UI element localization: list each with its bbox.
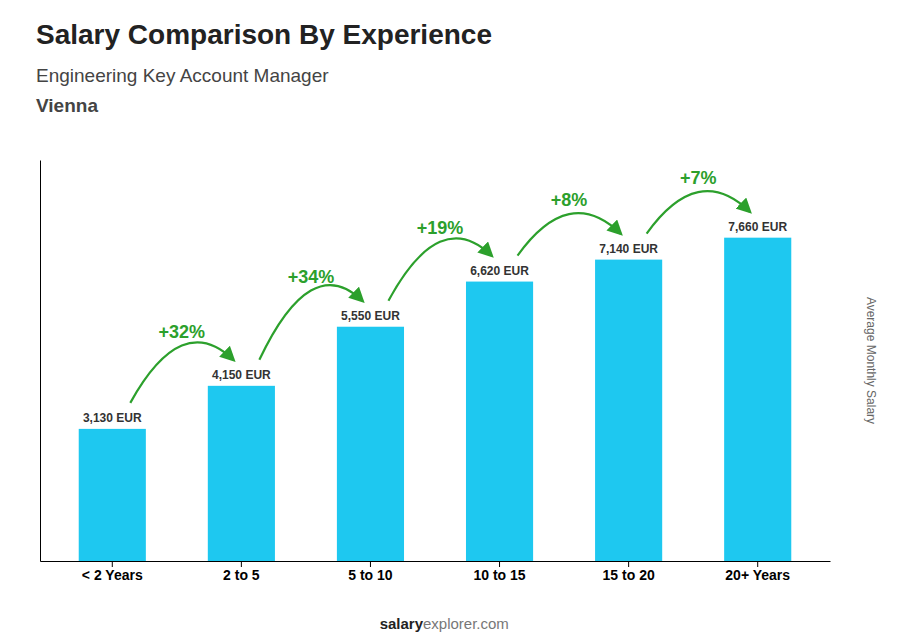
tick-label: 5 to 10 [348,567,393,583]
arrow [259,285,362,360]
pct-label: +19% [417,218,464,238]
tick: 2 to 5 [223,561,260,583]
value-label: 7,140 EUR [599,242,658,256]
tick-label: 20+ Years [725,567,790,583]
pct-label: +34% [288,267,335,287]
value-label: 3,130 EUR [83,411,142,425]
plot: < 2 Years 2 to 5 5 to 10 10 to 15 15 to 20 20… [41,161,831,583]
footer-normal: explorer.com [423,615,509,632]
y-axis [40,161,41,562]
value-label: 6,620 EUR [470,264,529,278]
tick-label: < 2 Years [82,567,143,583]
tick: < 2 Years [82,561,143,583]
bar [337,327,404,561]
tick: 5 to 10 [348,561,393,583]
arrow [518,213,621,255]
tick-label: 15 to 20 [603,567,655,583]
tick-label: 2 to 5 [223,567,260,583]
bars [79,238,792,561]
tick: 10 to 15 [473,561,525,583]
pct-label: +8% [551,190,588,210]
value-label: 7,660 EUR [728,220,787,234]
pct-label: +7% [680,168,717,188]
bar [79,429,146,561]
city: Vienna [36,95,98,116]
bar [724,238,791,561]
labels: 3,130 EUR 4,150 EUR 5,550 EUR 6,620 EUR 7,14… [83,168,787,425]
arrow [388,238,491,300]
pct-label: +32% [159,322,206,342]
value-label: 4,150 EUR [212,368,271,382]
arrow [130,342,233,403]
tick: 20+ Years [725,561,790,583]
axis-line [40,161,41,562]
tick-label: 10 to 15 [473,567,525,583]
axis-line [41,561,831,562]
bar [466,282,533,561]
y-axis-title: Average Monthly Salary [864,297,878,424]
bar [595,260,662,561]
x-axis: < 2 Years 2 to 5 5 to 10 10 to 15 15 to 20 20… [41,561,831,583]
subtitle: Engineering Key Account Manager [36,65,329,86]
bar [208,386,275,561]
chart: Salary Comparison By Experience Engineeri… [0,0,900,641]
arrow [647,191,750,233]
value-label: 5,550 EUR [341,309,400,323]
footer-bold: salary [380,615,424,632]
tick: 15 to 20 [603,561,655,583]
title: Salary Comparison By Experience [36,19,492,50]
